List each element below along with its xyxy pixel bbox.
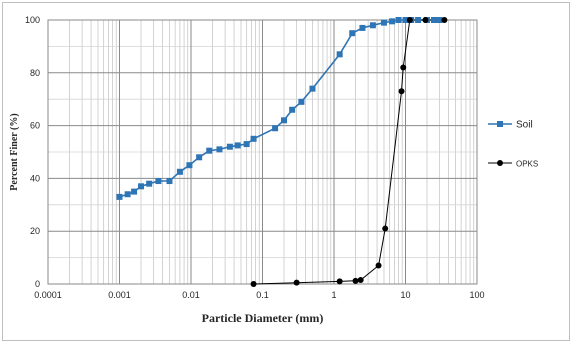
y-tick-label: 80 — [30, 68, 40, 78]
data-point-soil — [166, 178, 173, 185]
x-tick-label: 0.0001 — [34, 290, 62, 300]
data-point-soil — [138, 183, 145, 190]
data-point-soil — [298, 98, 305, 105]
legend-label-soil: Soil — [516, 120, 533, 131]
data-point-soil — [436, 17, 443, 23]
data-point-opks — [375, 262, 382, 269]
y-tick-label: 40 — [30, 173, 40, 183]
x-tick-label: 100 — [469, 290, 484, 300]
data-point-soil — [336, 51, 343, 58]
data-point-soil — [116, 193, 123, 200]
data-point-opks — [406, 17, 413, 23]
data-point-soil — [402, 17, 409, 23]
data-point-opks — [352, 277, 359, 284]
data-point-soil — [389, 18, 396, 25]
data-point-soil — [226, 143, 233, 150]
series-markers — [116, 17, 448, 287]
data-point-soil — [176, 168, 183, 175]
legend-label-opks: OPKS — [516, 160, 538, 169]
y-tick-label: 60 — [30, 121, 40, 131]
data-point-soil — [309, 85, 316, 92]
y-tick-label: 20 — [30, 226, 40, 236]
legend-marker-opks — [497, 160, 503, 166]
data-point-opks — [422, 17, 429, 23]
y-tick-label: 100 — [25, 15, 40, 25]
x-tick-label: 10 — [400, 290, 410, 300]
data-point-soil — [250, 135, 257, 142]
x-tick-labels: 0.0001 0.001 0.01 0.1 1 10 100 — [34, 290, 484, 300]
data-point-opks — [357, 277, 364, 284]
data-point-opks — [400, 64, 407, 71]
data-point-soil — [272, 125, 279, 132]
data-point-soil — [206, 147, 213, 154]
data-point-soil — [359, 24, 366, 31]
data-point-opks — [441, 17, 448, 23]
x-tick-label: 0.01 — [182, 290, 200, 300]
data-point-soil — [186, 162, 193, 169]
y-axis-title: Percent Finer (%) — [9, 113, 20, 190]
data-point-soil — [380, 19, 387, 26]
y-tick-labels: 0 20 40 60 80 100 — [25, 15, 40, 289]
data-point-soil — [430, 17, 437, 23]
data-point-opks — [250, 281, 257, 287]
data-point-soil — [216, 146, 223, 153]
legend-marker-soil — [497, 121, 503, 127]
x-axis-title: Particle Diameter (mm) — [202, 311, 324, 325]
series-line-soil — [119, 19, 440, 198]
data-point-soil — [395, 17, 402, 23]
data-point-soil — [415, 17, 422, 23]
legend: Soil OPKS — [488, 120, 538, 169]
x-tick-label: 1 — [331, 290, 336, 300]
x-tick-label: 0.1 — [256, 290, 269, 300]
data-point-soil — [234, 142, 241, 149]
data-point-soil — [146, 180, 153, 187]
y-tick-label: 0 — [35, 279, 40, 289]
data-point-soil — [196, 154, 203, 161]
data-point-soil — [155, 178, 162, 185]
data-point-soil — [289, 106, 296, 113]
x-tick-label: 0.001 — [108, 290, 131, 300]
data-point-soil — [281, 117, 288, 124]
data-point-soil — [131, 188, 138, 195]
data-point-opks — [382, 225, 389, 232]
data-point-opks — [293, 279, 300, 286]
data-point-opks — [398, 88, 405, 95]
data-point-soil — [369, 22, 376, 29]
data-point-opks — [336, 278, 343, 285]
data-point-soil — [349, 30, 356, 37]
data-point-soil — [124, 191, 131, 198]
data-point-soil — [243, 141, 250, 148]
